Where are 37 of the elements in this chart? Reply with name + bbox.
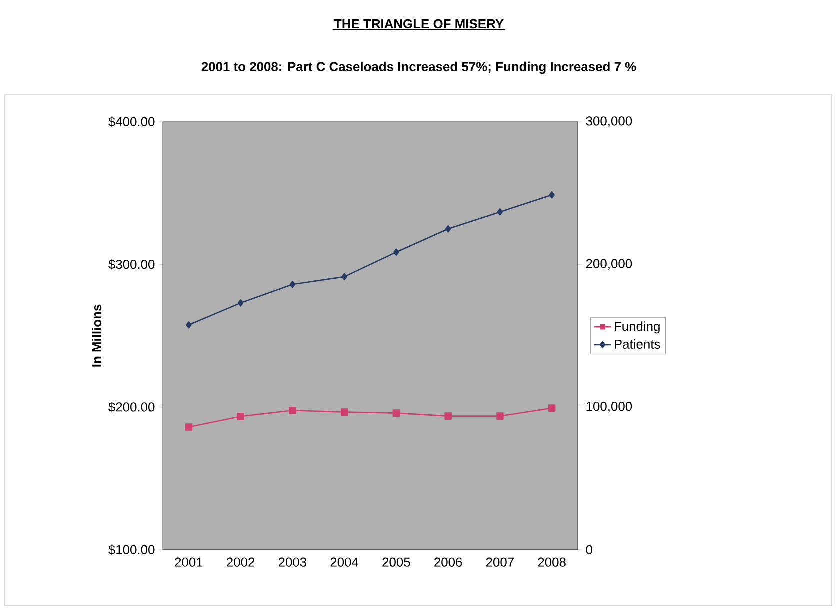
point — [340, 408, 348, 416]
x-tick-label: 2008 — [538, 558, 566, 567]
legend-label: Patients — [615, 339, 660, 349]
point — [444, 412, 452, 420]
point — [237, 412, 244, 420]
point — [445, 225, 452, 233]
y-tick-label: $100.00 — [108, 544, 155, 556]
y2-tick-label: 300,000 — [586, 116, 632, 128]
chart-subtitle: 2001 to 2008: Part C Caseloads Increased 57%; Funding Increased 7 % — [202, 62, 636, 74]
x-tick-label: 2006 — [434, 558, 462, 567]
y-tick-label: $200.00 — [108, 402, 155, 413]
y-tick-label: $300.00 — [108, 259, 155, 270]
point — [290, 280, 296, 288]
chart-title: THE TRIANGLE OF MISERY — [334, 19, 504, 29]
x-tick-label: 2004 — [330, 558, 359, 567]
x-tick-label: 2005 — [382, 558, 410, 567]
point — [497, 208, 504, 216]
point — [289, 406, 296, 414]
point — [185, 424, 193, 431]
point — [238, 300, 244, 307]
y2-tick-label: 200,000 — [586, 259, 632, 270]
x-tick-label: 2002 — [227, 558, 255, 567]
x-tick-label: 2007 — [486, 558, 514, 567]
x-tick-label: 2003 — [278, 558, 307, 567]
y2-tick-label: 0 — [586, 545, 592, 555]
point — [186, 322, 192, 329]
legend-label: Funding — [615, 322, 660, 334]
point — [392, 410, 400, 417]
point — [496, 412, 504, 420]
y2-tick-label: 100,000 — [586, 402, 632, 413]
y-tick-label: $400.00 — [108, 116, 155, 128]
point — [549, 192, 555, 199]
x-tick-label: 2001 — [175, 558, 203, 567]
y-axis-title: In Millions — [92, 304, 102, 367]
point — [394, 248, 400, 256]
point — [548, 404, 556, 412]
point — [342, 273, 348, 281]
